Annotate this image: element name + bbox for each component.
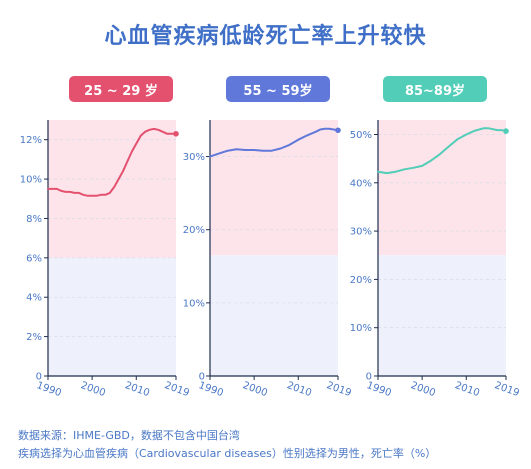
x-tick-label: 1990 <box>35 380 63 399</box>
y-tick-label: 30% <box>350 227 372 238</box>
source-line-2: 疾病选择为心血管疾病（Cardiovascular diseases）性别选择为… <box>18 447 437 460</box>
y-tick-label: 20% <box>350 275 372 286</box>
y-tick-label: 10% <box>20 175 42 186</box>
y-tick-label: 10% <box>183 298 205 309</box>
y-tick-label: 10% <box>350 323 372 334</box>
series-line <box>377 127 507 175</box>
y-tick-label: 40% <box>350 178 372 189</box>
lower-band <box>378 255 506 376</box>
y-tick-label: 20% <box>183 225 205 236</box>
lower-band <box>48 257 176 376</box>
x-tick-label: 2019 <box>325 380 353 399</box>
x-tick-label: 2000 <box>409 380 437 399</box>
y-tick-label: 50% <box>350 130 372 141</box>
series-end-point <box>503 128 509 134</box>
page-title: 心血管疾病低龄死亡率上升较快 <box>104 24 427 49</box>
x-tick-label: 1990 <box>197 380 225 399</box>
y-tick-label: 2% <box>26 332 42 343</box>
upper-band <box>210 120 338 256</box>
x-tick-label: 2010 <box>285 380 313 399</box>
y-tick-label: 0 <box>366 372 372 383</box>
x-tick-label: 2000 <box>79 380 107 399</box>
x-tick-label: 2010 <box>453 380 481 399</box>
y-tick-label: 12% <box>20 135 42 146</box>
y-tick-label: 30% <box>183 152 205 163</box>
lower-band <box>210 255 338 376</box>
x-tick-label: 2019 <box>493 380 521 399</box>
x-tick-label: 2010 <box>123 380 151 399</box>
x-tick-label: 2019 <box>163 380 191 399</box>
series-end-point <box>335 127 341 134</box>
badge-55-59: 55 ~ 59岁 <box>226 76 330 102</box>
y-tick-label: 8% <box>26 214 42 225</box>
badge-85-89: 85~89岁 <box>383 76 487 102</box>
y-tick-label: 0 <box>36 372 42 383</box>
series-end-point <box>173 130 179 137</box>
series-line <box>47 127 177 197</box>
x-tick-label: 2000 <box>241 380 269 399</box>
source-line-1: 数据来源：IHME-GBD，数据不包含中国台湾 <box>18 429 240 442</box>
series-line <box>209 127 339 158</box>
y-tick-label: 0 <box>199 372 205 383</box>
y-tick-label: 6% <box>26 253 42 264</box>
y-tick-label: 4% <box>26 293 42 304</box>
upper-band <box>378 120 506 256</box>
badge-25-29: 25 ~ 29 岁 <box>69 76 173 102</box>
x-tick-label: 1990 <box>365 380 393 399</box>
